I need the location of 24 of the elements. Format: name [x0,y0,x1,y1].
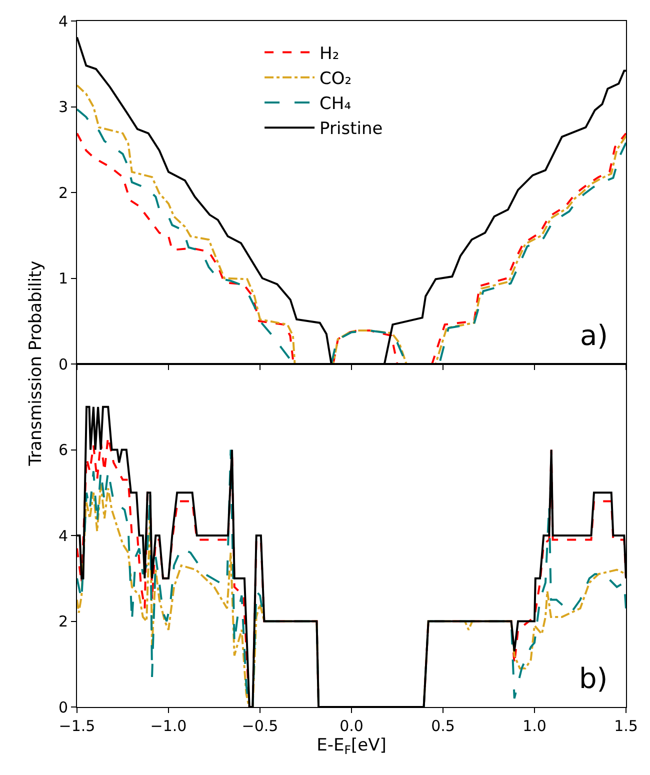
y-tick-label: 2 [58,612,68,630]
annotation: a) [580,319,608,352]
x-tick-label: 0.5 [431,717,455,735]
x-tick-label: −0.5 [242,717,278,735]
y-tick-label: 0 [58,355,68,374]
y-tick-label: 0 [58,698,68,716]
legend-label: H₂ [320,44,340,64]
y-tick-label: 2 [58,184,68,202]
y-tick-label: 3 [58,98,68,116]
annotation: b) [579,662,608,695]
x-tick-label: 1.5 [614,717,638,735]
x-tick-label: −1.0 [150,717,187,735]
y-tick-label: 1 [58,270,68,288]
legend-label: CH₄ [320,94,352,114]
y-tick-label: 4 [58,12,68,30]
y-tick-label: 6 [58,441,68,459]
legend-label: Pristine [320,119,383,140]
y-tick-label: 4 [58,526,68,545]
x-tick-label: 0.0 [340,717,364,735]
x-axis-title: E-E$_{F}$[eV] [316,735,386,757]
x-tick-label: 1.0 [522,717,546,735]
legend-label: CO₂ [320,69,352,89]
y-axis-title: Transmission Probability [26,260,46,467]
x-tick-label: −1.5 [58,717,96,735]
